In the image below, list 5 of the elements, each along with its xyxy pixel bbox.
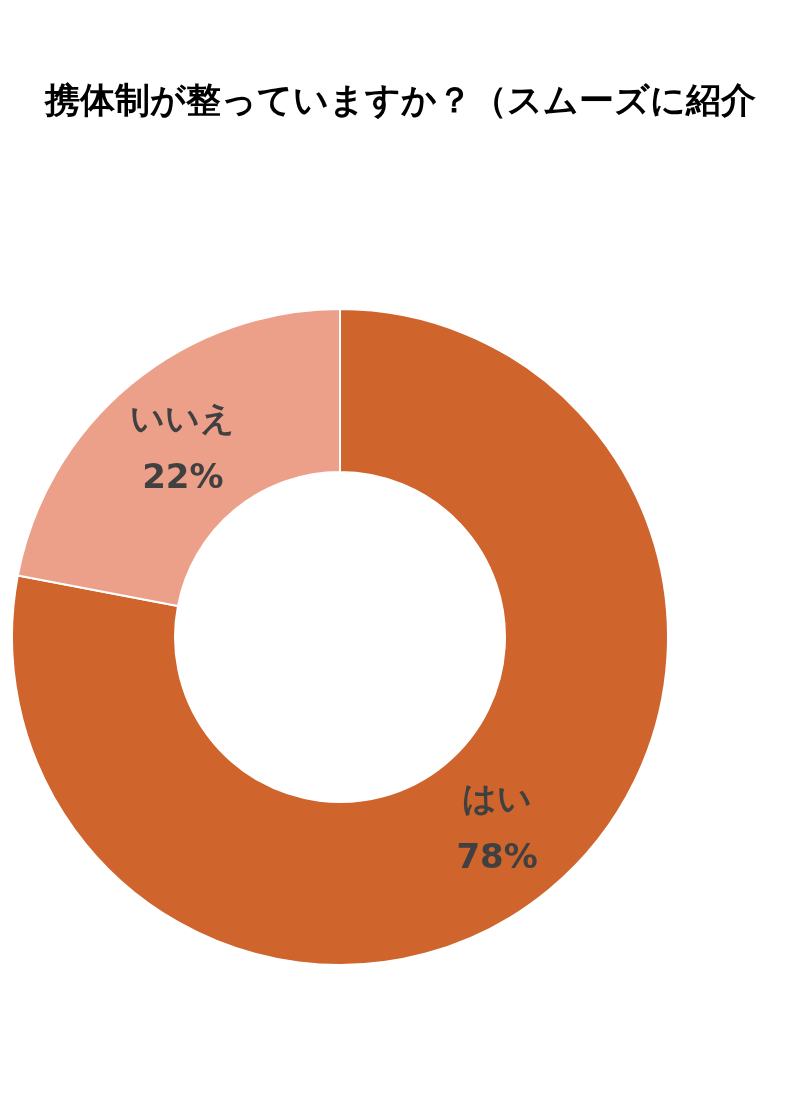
- slice-label: いいえ: [130, 398, 236, 439]
- data-label: 22%: [142, 456, 224, 497]
- chart-title: 携体制が整っていますか？（スムーズに紹介: [43, 80, 756, 120]
- data-label: 78%: [456, 835, 538, 876]
- slice-label: はい: [462, 777, 533, 818]
